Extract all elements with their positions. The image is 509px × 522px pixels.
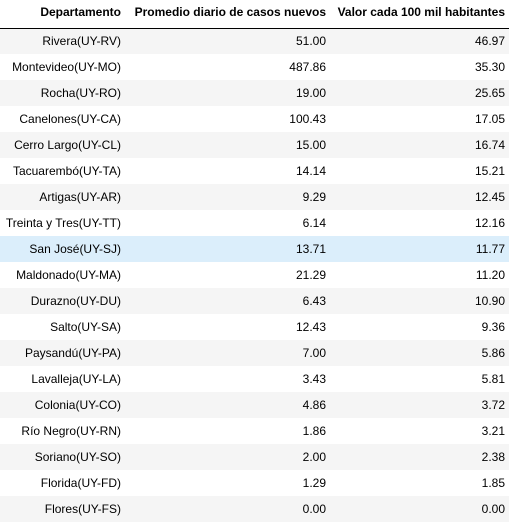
cell-promedio-diario: 15.00 <box>125 132 330 158</box>
cell-promedio-diario: 4.86 <box>125 392 330 418</box>
table-row: Maldonado(UY-MA) 21.29 11.20 <box>0 262 509 288</box>
cell-valor-100mil: 5.86 <box>330 340 509 366</box>
cell-valor-100mil: 46.97 <box>330 28 509 54</box>
table-header: Departamento Promedio diario de casos nu… <box>0 0 509 29</box>
cell-promedio-diario: 1.86 <box>125 418 330 444</box>
cell-departamento: Treinta y Tres(UY-TT) <box>0 210 125 236</box>
cell-promedio-diario: 2.00 <box>125 444 330 470</box>
table-row: Florida(UY-FD) 1.29 1.85 <box>0 470 509 496</box>
header-promedio-diario: Promedio diario de casos nuevos <box>125 0 330 29</box>
table-row: Colonia(UY-CO) 4.86 3.72 <box>0 392 509 418</box>
table-row: Montevideo(UY-MO) 487.86 35.30 <box>0 54 509 80</box>
cell-departamento: Montevideo(UY-MO) <box>0 54 125 80</box>
cell-valor-100mil: 12.45 <box>330 184 509 210</box>
cell-departamento: Maldonado(UY-MA) <box>0 262 125 288</box>
cell-valor-100mil: 1.85 <box>330 470 509 496</box>
cell-promedio-diario: 0.00 <box>125 496 330 522</box>
cell-valor-100mil: 5.81 <box>330 366 509 392</box>
cell-departamento: Durazno(UY-DU) <box>0 288 125 314</box>
cell-promedio-diario: 7.00 <box>125 340 330 366</box>
cell-valor-100mil: 3.21 <box>330 418 509 444</box>
cell-departamento: Soriano(UY-SO) <box>0 444 125 470</box>
table-row: Rocha(UY-RO) 19.00 25.65 <box>0 80 509 106</box>
cell-valor-100mil: 12.16 <box>330 210 509 236</box>
cell-promedio-diario: 6.43 <box>125 288 330 314</box>
table-row: Artigas(UY-AR) 9.29 12.45 <box>0 184 509 210</box>
cell-promedio-diario: 1.29 <box>125 470 330 496</box>
table-row: Salto(UY-SA) 12.43 9.36 <box>0 314 509 340</box>
cell-valor-100mil: 11.77 <box>330 236 509 262</box>
header-valor-100mil: Valor cada 100 mil habitantes <box>330 0 509 29</box>
cell-departamento: Rivera(UY-RV) <box>0 28 125 54</box>
cell-valor-100mil: 2.38 <box>330 444 509 470</box>
table-row: Lavalleja(UY-LA) 3.43 5.81 <box>0 366 509 392</box>
table-row: Soriano(UY-SO) 2.00 2.38 <box>0 444 509 470</box>
cell-promedio-diario: 51.00 <box>125 28 330 54</box>
cell-departamento: Tacuarembó(UY-TA) <box>0 158 125 184</box>
table-row: Río Negro(UY-RN) 1.86 3.21 <box>0 418 509 444</box>
cell-promedio-diario: 3.43 <box>125 366 330 392</box>
cell-departamento: Paysandú(UY-PA) <box>0 340 125 366</box>
cell-departamento: Florida(UY-FD) <box>0 470 125 496</box>
cell-promedio-diario: 13.71 <box>125 236 330 262</box>
cell-promedio-diario: 19.00 <box>125 80 330 106</box>
table-row: Rivera(UY-RV) 51.00 46.97 <box>0 28 509 54</box>
cell-departamento: Rocha(UY-RO) <box>0 80 125 106</box>
header-row: Departamento Promedio diario de casos nu… <box>0 0 509 29</box>
cell-valor-100mil: 9.36 <box>330 314 509 340</box>
cell-valor-100mil: 3.72 <box>330 392 509 418</box>
cell-valor-100mil: 25.65 <box>330 80 509 106</box>
table-row: San José(UY-SJ) 13.71 11.77 <box>0 236 509 262</box>
cell-promedio-diario: 487.86 <box>125 54 330 80</box>
cell-promedio-diario: 9.29 <box>125 184 330 210</box>
cell-promedio-diario: 21.29 <box>125 262 330 288</box>
cell-departamento: Colonia(UY-CO) <box>0 392 125 418</box>
cell-departamento: Salto(UY-SA) <box>0 314 125 340</box>
table-row: Cerro Largo(UY-CL) 15.00 16.74 <box>0 132 509 158</box>
cell-departamento: Lavalleja(UY-LA) <box>0 366 125 392</box>
cell-valor-100mil: 16.74 <box>330 132 509 158</box>
table-row: Canelones(UY-CA) 100.43 17.05 <box>0 106 509 132</box>
cell-valor-100mil: 15.21 <box>330 158 509 184</box>
cell-departamento: Flores(UY-FS) <box>0 496 125 522</box>
table-row: Flores(UY-FS) 0.00 0.00 <box>0 496 509 522</box>
table-row: Tacuarembó(UY-TA) 14.14 15.21 <box>0 158 509 184</box>
cell-valor-100mil: 35.30 <box>330 54 509 80</box>
table-row: Paysandú(UY-PA) 7.00 5.86 <box>0 340 509 366</box>
cell-departamento: San José(UY-SJ) <box>0 236 125 262</box>
cell-departamento: Artigas(UY-AR) <box>0 184 125 210</box>
cell-departamento: Río Negro(UY-RN) <box>0 418 125 444</box>
cell-promedio-diario: 6.14 <box>125 210 330 236</box>
cell-valor-100mil: 11.20 <box>330 262 509 288</box>
cell-departamento: Canelones(UY-CA) <box>0 106 125 132</box>
cell-valor-100mil: 0.00 <box>330 496 509 522</box>
header-departamento: Departamento <box>0 0 125 29</box>
cell-valor-100mil: 17.05 <box>330 106 509 132</box>
cell-valor-100mil: 10.90 <box>330 288 509 314</box>
cell-promedio-diario: 14.14 <box>125 158 330 184</box>
cell-promedio-diario: 12.43 <box>125 314 330 340</box>
table-row: Treinta y Tres(UY-TT) 6.14 12.16 <box>0 210 509 236</box>
table-row: Durazno(UY-DU) 6.43 10.90 <box>0 288 509 314</box>
cell-promedio-diario: 100.43 <box>125 106 330 132</box>
cell-departamento: Cerro Largo(UY-CL) <box>0 132 125 158</box>
table-body: Rivera(UY-RV) 51.00 46.97 Montevideo(UY-MO)… <box>0 28 509 522</box>
